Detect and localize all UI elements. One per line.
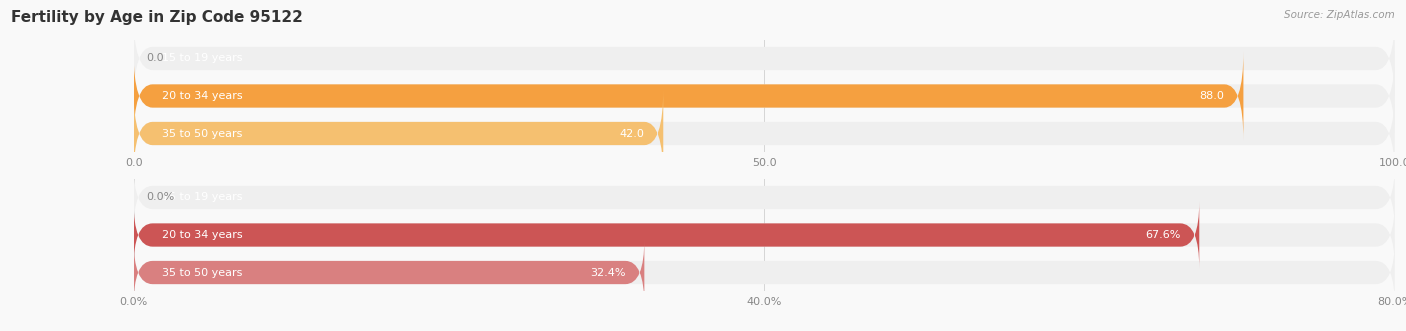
Text: 35 to 50 years: 35 to 50 years [162, 267, 242, 277]
Text: 32.4%: 32.4% [591, 267, 626, 277]
Text: 88.0: 88.0 [1199, 91, 1225, 101]
Text: 35 to 50 years: 35 to 50 years [162, 128, 242, 138]
Text: 20 to 34 years: 20 to 34 years [162, 230, 243, 240]
FancyBboxPatch shape [134, 239, 644, 306]
Text: 15 to 19 years: 15 to 19 years [162, 54, 242, 64]
FancyBboxPatch shape [134, 51, 1243, 141]
FancyBboxPatch shape [134, 51, 1395, 141]
FancyBboxPatch shape [134, 14, 1395, 103]
FancyBboxPatch shape [134, 239, 1395, 306]
FancyBboxPatch shape [134, 202, 1199, 268]
FancyBboxPatch shape [134, 89, 1395, 178]
Text: 20 to 34 years: 20 to 34 years [162, 91, 243, 101]
Text: 67.6%: 67.6% [1144, 230, 1181, 240]
FancyBboxPatch shape [134, 164, 1395, 231]
FancyBboxPatch shape [134, 89, 664, 178]
Text: 42.0: 42.0 [620, 128, 644, 138]
Text: Source: ZipAtlas.com: Source: ZipAtlas.com [1284, 10, 1395, 20]
Text: Fertility by Age in Zip Code 95122: Fertility by Age in Zip Code 95122 [11, 10, 304, 25]
Text: 0.0%: 0.0% [146, 193, 174, 203]
Text: 15 to 19 years: 15 to 19 years [162, 193, 242, 203]
Text: 0.0: 0.0 [146, 54, 165, 64]
FancyBboxPatch shape [134, 202, 1395, 268]
